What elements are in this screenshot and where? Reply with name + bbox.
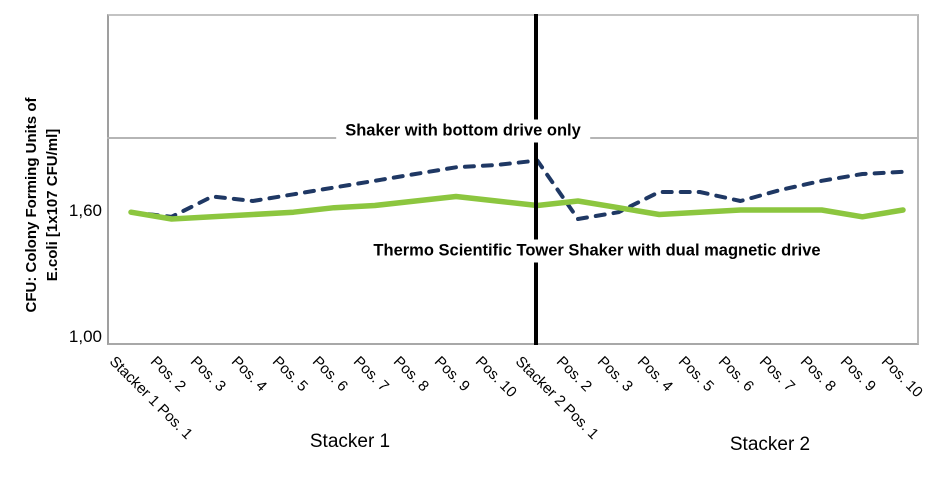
stacker-divider-line bbox=[534, 14, 538, 345]
y-tick-label-100: 1,00 bbox=[68, 327, 102, 346]
group-label-stacker-2: Stacker 2 bbox=[729, 434, 811, 455]
y-tick-label-160: 1,60 bbox=[68, 201, 102, 220]
series-line-solid-tower-shaker bbox=[128, 193, 906, 222]
series-label-bottom-drive: Shaker with bottom drive only bbox=[336, 119, 590, 143]
group-label-stacker-1: Stacker 1 bbox=[309, 431, 391, 452]
series-label-tower-shaker: Thermo Scientific Tower Shaker with dual… bbox=[364, 239, 830, 263]
plot-area bbox=[107, 14, 919, 345]
series-line-dashed-bottom-drive bbox=[129, 158, 905, 221]
